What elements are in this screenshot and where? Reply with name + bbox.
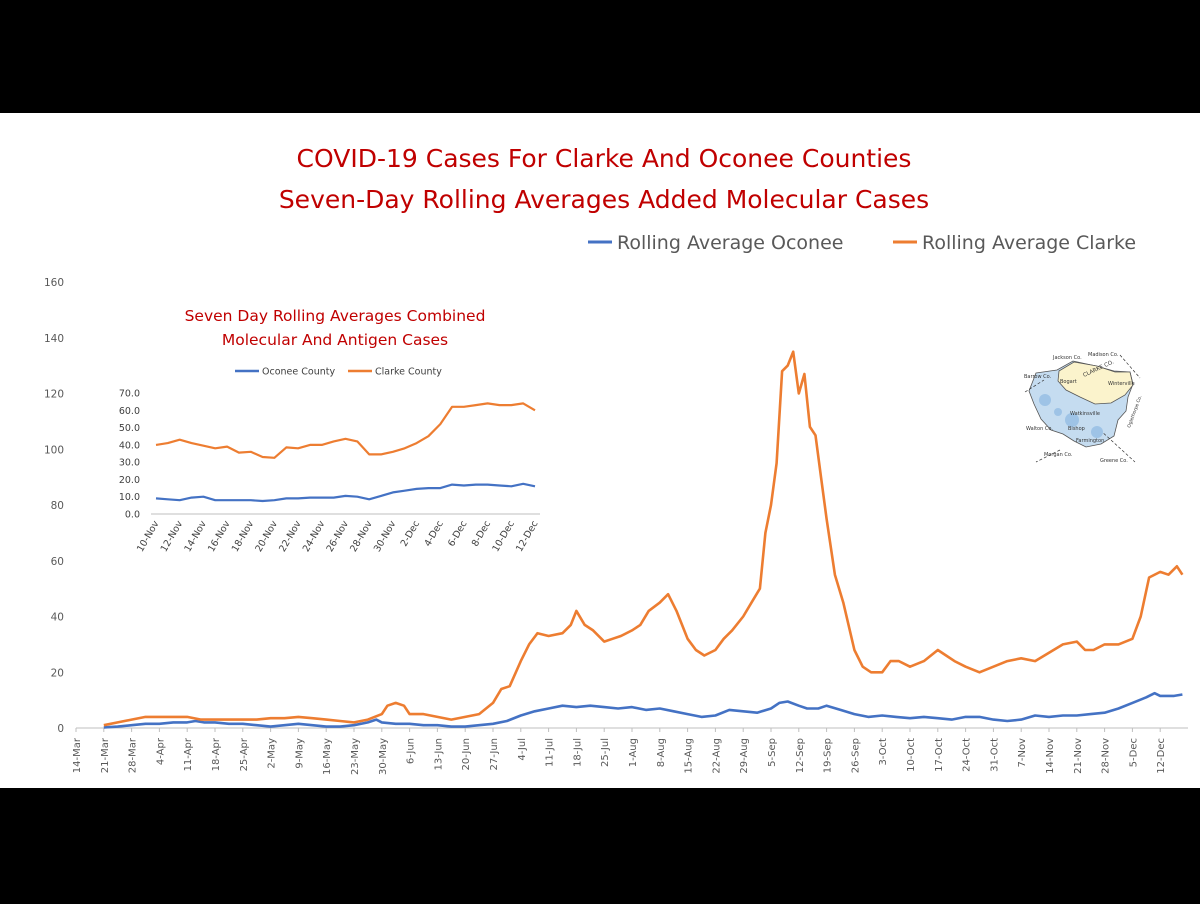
main-x-tick-label: 21-Nov [1073,738,1084,774]
inset-y-axis: 0.0 10.0 20.0 30.0 40.0 50.0 60.0 70.0 [119,389,540,521]
main-x-tick-label: 25-Apr [239,737,250,771]
slide-background [0,113,1200,788]
main-x-tick-label: 4-Apr [155,737,166,765]
map-lake-4 [1054,408,1062,416]
main-x-tick-label: 28-Mar [128,737,139,773]
main-x-tick-label: 10-Oct [906,738,917,772]
main-y-tick-label: 80 [51,500,64,512]
map-lake-3 [1091,426,1103,438]
main-x-tick-label: 22-Aug [711,738,722,774]
inset-y-tick-label: 10.0 [119,492,140,503]
bottom-letterbox [0,788,1200,900]
map-label-walton: Walton Co. [1026,426,1053,432]
inset-plot-lines [155,402,536,503]
main-x-tick-label: 19-Sep [823,738,834,773]
main-legend: Rolling Average Oconee Rolling Average C… [588,232,1136,254]
map-label-bogart: Bogart [1060,379,1077,385]
main-x-tick-label: 15-Aug [684,738,695,774]
inset-series-line-oconee [155,482,536,503]
inset-y-tick-label: 50.0 [119,423,140,434]
main-x-tick-label: 24-Oct [962,738,973,772]
main-x-tick-label: 16-May [322,738,333,775]
main-x-tick-label: 13-Jun [433,738,444,771]
main-x-tick-label: 14-Nov [1045,738,1056,774]
map-lake-1 [1039,394,1051,406]
main-x-tick-label: 18-Apr [211,737,222,771]
main-x-tick-label: 4-Jul [517,738,528,761]
map-label-greene: Greene Co. [1100,458,1128,464]
main-y-tick-label: 0 [57,723,64,735]
inset-series-line-clarke [155,402,536,459]
inset-y-tick-label: 0.0 [125,510,140,521]
chart-subtitle: Seven-Day Rolling Averages Added Molecul… [279,185,929,214]
main-y-tick-label: 20 [51,667,64,679]
main-x-tick-label: 31-Oct [989,738,1000,772]
main-x-tick-label: 9-May [294,738,305,769]
main-x-tick-label: 17-Oct [934,738,945,772]
map-label-bishop: Bishop [1068,426,1085,432]
main-y-tick-label: 60 [51,556,64,568]
main-x-tick-label: 11-Jul [545,738,556,767]
map-label-jackson: Jackson Co. [1052,355,1082,361]
main-x-tick-label: 3-Oct [878,738,889,766]
main-x-tick-label: 1-Aug [628,738,639,767]
map-label-madison: Madison Co. [1088,352,1119,358]
main-x-tick-label: 12-Dec [1156,738,1167,774]
main-x-axis: 14-Mar 21-Mar 28-Mar 4-Apr 11-Apr 18-Apr 25-Ap… [72,728,1167,775]
main-x-tick-label: 5-Dec [1128,738,1139,767]
county-map-inset: Jackson Co. Madison Co. Barrow Co. CLARK… [1020,350,1143,468]
clarke-county-shape [1057,361,1134,405]
main-x-tick-label: 29-Aug [739,738,750,774]
map-lake-2 [1065,413,1079,427]
main-x-tick-label: 12-Sep [795,738,806,773]
inset-y-tick-label: 30.0 [119,458,140,469]
inset-y-tick-label: 20.0 [119,475,140,486]
main-x-tick-label: 28-Nov [1101,738,1112,774]
inset-y-tick-label: 70.0 [119,389,140,400]
main-x-tick-label: 23-May [350,738,361,775]
main-x-tick-label: 30-May [378,738,389,775]
main-x-tick-label: 21-Mar [100,737,111,773]
map-county-borders [1024,354,1141,463]
chart-title: COVID-19 Cases For Clarke And Oconee Cou… [297,144,912,173]
main-y-tick-label: 160 [44,277,64,289]
main-x-tick-label: 8-Aug [656,738,667,767]
main-y-tick-label: 100 [44,444,64,456]
inset-legend-label-clarke: Clarke County [375,367,442,378]
map-label-morgan: Morgan Co. [1044,452,1073,458]
inset-legend-label-oconee: Oconee County [262,367,335,378]
map-label-watkinsville: Watkinsville [1070,411,1100,417]
main-x-tick-label: 25-Jul [600,738,611,767]
main-x-tick-label: 27-Jun [489,738,500,771]
top-letterbox [0,0,1200,113]
legend-label-oconee: Rolling Average Oconee [617,232,843,254]
main-x-tick-label: 11-Apr [183,737,194,771]
main-x-tick-label: 26-Sep [850,738,861,773]
main-series-line-oconee [103,691,1183,729]
inset-title-line-1: Seven Day Rolling Averages Combined [185,307,486,325]
main-y-tick-label: 120 [44,389,64,401]
legend-label-clarke: Rolling Average Clarke [922,232,1136,254]
main-x-tick-label: 14-Mar [72,737,83,773]
map-label-barrow: Barrow Co. [1024,374,1052,380]
main-y-axis: 0 20 40 60 80 100 120 140 160 [44,277,1188,735]
map-label-winterville: Winterville [1108,381,1135,387]
inset-title-line-2: Molecular And Antigen Cases [222,331,448,349]
main-y-tick-label: 40 [51,612,64,624]
main-x-tick-label: 20-Jun [461,738,472,771]
map-label-farmington: Farmington [1076,438,1104,444]
main-y-tick-label: 140 [44,333,64,345]
main-x-tick-label: 5-Sep [767,738,778,767]
main-series-line-clarke [103,350,1184,727]
main-x-tick-label: 18-Jul [572,738,583,767]
main-x-tick-label: 2-May [267,738,278,769]
main-x-tick-label: 6-Jun [406,738,417,764]
main-plot-lines [103,350,1184,729]
inset-y-tick-label: 40.0 [119,440,140,451]
inset-y-tick-label: 60.0 [119,406,140,417]
main-x-tick-label: 7-Nov [1017,738,1028,768]
